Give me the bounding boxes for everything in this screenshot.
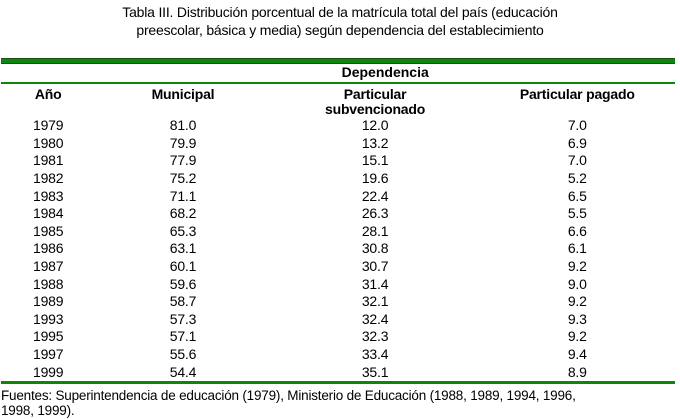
year-cell: 1988 [33,275,64,292]
table-row: 1993 57.3 32.4 9.3 [1,311,675,329]
value-cell: 55.6 [169,346,197,363]
value-cell: 6.1 [567,240,587,257]
top-rule [1,58,675,64]
value-cell: 59.6 [169,275,197,292]
year-cell: 1985 [33,222,64,239]
value-cell: 33.4 [361,346,389,363]
year-cell: 1987 [33,258,64,275]
value-cell: 6.5 [567,187,587,204]
year-cell: 1993 [33,310,64,327]
year-cell: 1983 [33,187,64,204]
value-cell: 8.9 [567,363,587,380]
column-header-municipal: Municipal [151,86,215,102]
year-cell: 1995 [33,328,64,345]
table-row: 1989 58.7 32.1 9.2 [1,293,675,311]
value-cell: 30.8 [361,240,389,257]
value-cell: 9.0 [567,275,587,292]
value-cell: 32.4 [361,310,389,327]
value-cell: 26.3 [361,205,389,222]
data-table: Dependencia Año Municipal Particular sub… [1,64,675,384]
sources-note-line-2: 1998, 1999). [1,403,75,419]
value-cell: 28.1 [361,222,389,239]
year-cell: 1997 [33,346,64,363]
value-cell: 13.2 [361,134,389,151]
table-title: Tabla III. Distribución porcentual de la… [0,0,680,39]
value-cell: 79.9 [169,134,197,151]
value-cell: 71.1 [169,187,197,204]
value-cell: 65.3 [169,222,197,239]
year-cell: 1980 [33,134,64,151]
table-row: 1995 57.1 32.3 9.2 [1,328,675,346]
table-row: 1983 71.1 22.4 6.5 [1,187,675,205]
year-cell: 1981 [33,152,64,169]
value-cell: 60.1 [169,258,197,275]
group-header-spacer [1,64,96,84]
table-row: 1988 59.6 31.4 9.0 [1,275,675,293]
value-cell: 32.1 [361,293,389,310]
value-cell: 63.1 [169,240,197,257]
value-cell: 9.4 [567,346,587,363]
value-cell: 57.1 [169,328,197,345]
column-header-ano: Año [34,86,62,102]
table-row: 1980 79.9 13.2 6.9 [1,135,675,153]
value-cell: 22.4 [361,187,389,204]
value-cell: 75.2 [169,170,197,187]
table-row: 1981 77.9 15.1 7.0 [1,152,675,170]
table-row: 1985 65.3 28.1 6.6 [1,223,675,241]
year-cell: 1982 [33,170,64,187]
table-row: 1997 55.6 33.4 9.4 [1,346,675,364]
table-body: 1979 81.0 12.0 7.0 1980 79.9 13.2 6.9 1981 77.9 15… [1,117,675,382]
table-row: 1987 60.1 30.7 9.2 [1,258,675,276]
value-cell: 68.2 [169,205,197,222]
value-cell: 32.3 [361,328,389,345]
value-cell: 9.2 [567,258,587,275]
table-title-line-1: Tabla III. Distribución porcentual de la… [122,4,558,20]
value-cell: 6.9 [567,134,587,151]
sources-note-line-1: Fuentes: Superintendencia de educación (… [1,387,576,403]
value-cell: 19.6 [361,170,389,187]
value-cell: 9.2 [567,293,587,310]
year-cell: 1999 [33,363,64,380]
group-header-dependencia: Dependencia [95,64,675,84]
sources-note: Fuentes: Superintendencia de educación (… [1,388,680,419]
value-cell: 30.7 [361,258,389,275]
value-cell: 54.4 [169,363,197,380]
table-row: 1979 81.0 12.0 7.0 [1,117,675,135]
value-cell: 57.3 [169,310,197,327]
value-cell: 6.6 [567,222,587,239]
year-cell: 1979 [33,117,64,134]
table-row: 1982 75.2 19.6 5.2 [1,170,675,188]
year-cell: 1986 [33,240,64,257]
column-header-row: Año Municipal Particular subvencionado P… [1,83,675,117]
value-cell: 9.2 [567,328,587,345]
year-cell: 1984 [33,205,64,222]
value-cell: 31.4 [361,275,389,292]
group-header-row: Dependencia [1,64,675,84]
value-cell: 5.2 [567,170,587,187]
value-cell: 7.0 [567,152,587,169]
value-cell: 77.9 [169,152,197,169]
value-cell: 7.0 [567,117,587,134]
value-cell: 9.3 [567,310,587,327]
table-row: 1984 68.2 26.3 5.5 [1,205,675,223]
value-cell: 81.0 [169,117,197,134]
table-row: 1986 63.1 30.8 6.1 [1,240,675,258]
value-cell: 35.1 [361,363,389,380]
year-cell: 1989 [33,293,64,310]
column-header-particular-subvencionado: Particular subvencionado [271,83,480,117]
table-row: 1999 54.4 35.1 8.9 [1,363,675,382]
value-cell: 12.0 [361,117,389,134]
column-header-particular-subvencionado-label: Particular subvencionado [325,86,426,117]
column-header-particular-pagado: Particular pagado [519,86,635,102]
table-title-line-2: preescolar, básica y media) según depend… [136,21,544,38]
value-cell: 15.1 [361,152,389,169]
value-cell: 58.7 [169,293,197,310]
value-cell: 5.5 [567,205,587,222]
